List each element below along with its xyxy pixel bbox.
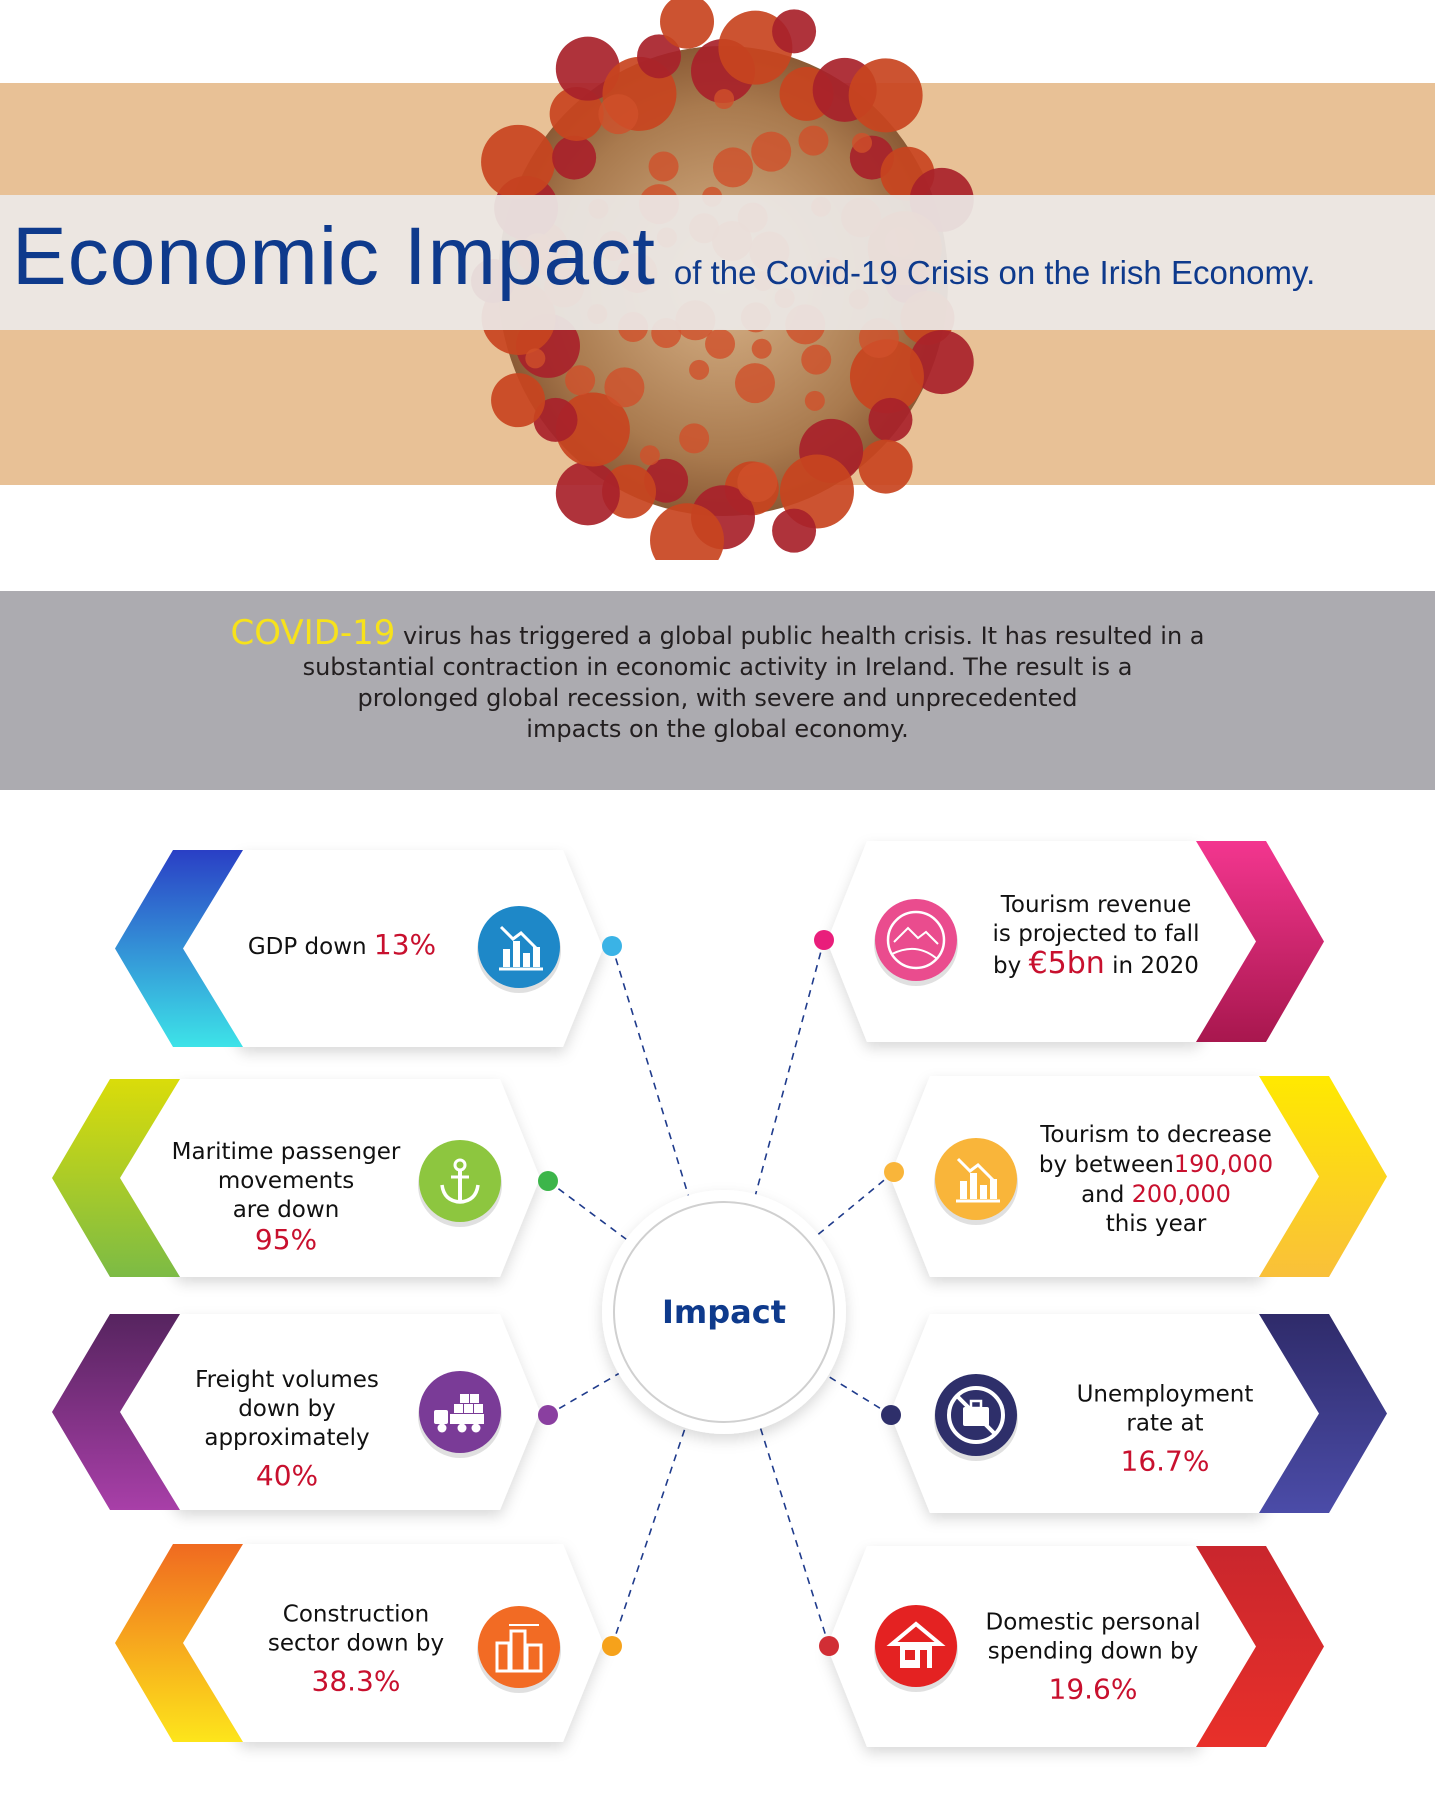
- card-chevron: [1259, 1076, 1387, 1277]
- no-jobs-briefcase-icon: [934, 1374, 1018, 1461]
- card-body: [827, 841, 1256, 1042]
- tourism-revenue-line-2: is projected to fall: [992, 921, 1200, 947]
- intro-text: COVID-19 virus has triggered a global pu…: [200, 616, 1235, 745]
- connector-line: [611, 1311, 725, 1647]
- unemployment-line-1: Unemployment: [1076, 1381, 1254, 1408]
- tourism-decrease-and: and: [1081, 1182, 1132, 1208]
- intro-band: [0, 591, 1435, 790]
- tourism-decrease-by: by between: [1038, 1152, 1174, 1178]
- card-chevron: [115, 1544, 243, 1742]
- connector-dot: [538, 1405, 558, 1425]
- title-band: [0, 195, 1435, 330]
- intro-line-3: prolonged global recession, with severe …: [357, 684, 1078, 712]
- connector-dot: [814, 930, 834, 950]
- card-body: [183, 850, 603, 1047]
- bar-chart-down-icon: [477, 906, 561, 993]
- card-body: [183, 1544, 603, 1742]
- freight-line-3: approximately: [204, 1425, 370, 1451]
- gdp-label: GDP down: [247, 934, 374, 960]
- connector-dot: [819, 1636, 839, 1656]
- card-chevron: [1259, 1314, 1387, 1513]
- intro-line-4: impacts on the global economy.: [526, 715, 909, 743]
- card-gdp-text: GDP down 13%: [248, 930, 436, 962]
- covid-highlight: COVID-19: [230, 613, 396, 653]
- card-construction: [115, 1544, 622, 1742]
- unemployment-line-2: rate at: [1126, 1410, 1204, 1437]
- impact-center-label: Impact: [661, 1293, 787, 1331]
- anchor-icon: [418, 1140, 502, 1227]
- construction-line-1: Construction: [282, 1601, 430, 1628]
- card-body: [120, 1079, 540, 1277]
- card-domestic-spending: [819, 1546, 1324, 1747]
- tourism-decrease-value-low: 190,000: [1173, 1150, 1274, 1178]
- card-tourism-decrease: [884, 1076, 1387, 1277]
- tourism-decrease-line-4: this year: [1105, 1211, 1207, 1237]
- impact-circle-inner: [613, 1201, 835, 1423]
- tourism-decrease-line-1: Tourism to decrease: [1040, 1122, 1272, 1148]
- maritime-line-3: are down: [232, 1197, 340, 1223]
- card-tourism-decrease-text: Tourism to decrease by between190,000 an…: [1039, 1121, 1273, 1239]
- intro-line-1: virus has triggered a global public heal…: [395, 622, 1205, 650]
- freight-truck-icon: [418, 1371, 502, 1458]
- buildings-crane-icon: [477, 1606, 561, 1693]
- connector-line: [723, 1311, 892, 1416]
- maritime-value: 95%: [254, 1223, 318, 1256]
- connector-dot: [602, 936, 622, 956]
- card-chevron: [115, 850, 243, 1047]
- card-freight: [52, 1314, 558, 1510]
- card-construction-text: Construction sector down by 38.3%: [268, 1601, 444, 1696]
- gdp-value: 13%: [373, 928, 437, 961]
- domestic-value: 19.6%: [1048, 1672, 1138, 1706]
- construction-line-2: sector down by: [267, 1630, 445, 1657]
- intro-line-2: substantial contraction in economic acti…: [302, 653, 1133, 681]
- page-title: Economic Impact of the Covid-19 Crisis on…: [12, 210, 1315, 304]
- card-chevron: [1196, 1546, 1324, 1747]
- card-chevron: [52, 1314, 180, 1510]
- card-body: [827, 1546, 1256, 1747]
- connector-dot: [881, 1405, 901, 1425]
- house-icon: [874, 1605, 958, 1692]
- freight-value: 40%: [255, 1459, 319, 1492]
- construction-value: 38.3%: [311, 1664, 401, 1698]
- card-tourism-revenue: [814, 841, 1324, 1042]
- unemployment-value: 16.7%: [1120, 1444, 1210, 1478]
- connector-dot: [884, 1162, 904, 1182]
- domestic-line-2: spending down by: [987, 1638, 1199, 1665]
- card-freight-text: Freight volumes down by approximately 40…: [195, 1366, 379, 1490]
- card-body: [120, 1314, 540, 1510]
- bar-chart-down-icon: [934, 1138, 1018, 1225]
- card-domestic-spending-text: Domestic personal spending down by 19.6%: [985, 1609, 1200, 1704]
- freight-line-1: Freight volumes: [195, 1367, 379, 1393]
- tourism-revenue-by: by: [993, 953, 1029, 979]
- tourism-revenue-year: in 2020: [1104, 953, 1199, 979]
- card-maritime: [52, 1079, 558, 1277]
- card-body: [890, 1314, 1319, 1513]
- title-main: Economic Impact: [12, 211, 656, 302]
- card-gdp: [115, 850, 622, 1047]
- card-maritime-text: Maritime passenger movements are down 95…: [172, 1138, 401, 1254]
- title-subtitle: of the Covid-19 Crisis on the Irish Econ…: [673, 254, 1316, 291]
- card-unemployment: [881, 1314, 1387, 1513]
- connector-dot: [602, 1636, 622, 1656]
- maritime-line-1: Maritime passenger: [171, 1139, 401, 1165]
- tourism-revenue-line-1: Tourism revenue: [1000, 892, 1192, 918]
- card-chevron: [52, 1079, 180, 1277]
- domestic-line-1: Domestic personal: [985, 1609, 1201, 1636]
- tourism-revenue-value: €5bn: [1028, 946, 1105, 981]
- card-tourism-revenue-text: Tourism revenue is projected to fall by …: [993, 891, 1200, 981]
- maritime-line-2: movements: [217, 1168, 355, 1194]
- connector-dot: [538, 1171, 558, 1191]
- travel-map-icon: [874, 899, 958, 986]
- card-body: [890, 1076, 1319, 1277]
- card-unemployment-text: Unemployment rate at 16.7%: [1077, 1381, 1254, 1476]
- card-chevron: [1196, 841, 1324, 1042]
- tourism-decrease-value-high: 200,000: [1131, 1180, 1231, 1208]
- freight-line-2: down by: [238, 1396, 336, 1422]
